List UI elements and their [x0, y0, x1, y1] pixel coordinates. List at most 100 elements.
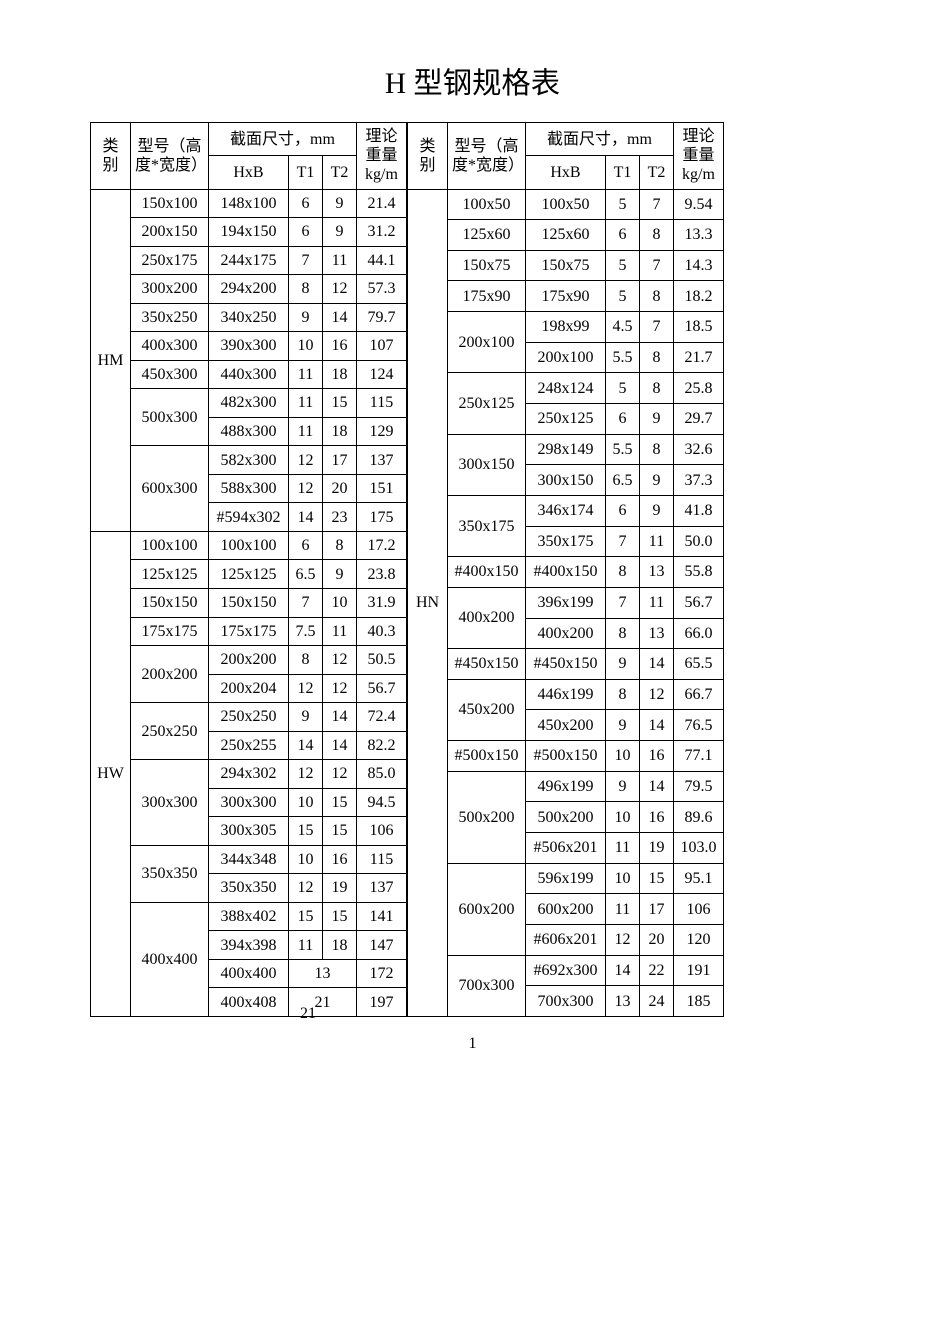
- weight-cell: 56.7: [357, 674, 407, 703]
- t1-cell: 12: [606, 924, 640, 955]
- t2-cell: 8: [640, 373, 674, 404]
- weight-cell: 23.8: [357, 560, 407, 589]
- model-cell: 200x200: [131, 646, 209, 703]
- model-cell: 600x200: [448, 863, 526, 955]
- hxb-cell: 350x350: [209, 874, 289, 903]
- t1-cell: 12: [289, 874, 323, 903]
- weight-cell: 32.6: [674, 434, 724, 465]
- t1-cell: 11: [289, 389, 323, 418]
- weight-cell: 79.7: [357, 303, 407, 332]
- category-cell: HN: [408, 189, 448, 1017]
- weight-cell: 107: [357, 332, 407, 361]
- t2-cell: 17: [640, 894, 674, 925]
- model-cell: #500x150: [448, 741, 526, 772]
- hxb-cell: 450x200: [526, 710, 606, 741]
- t2-cell: 9: [640, 404, 674, 435]
- hxb-cell: 298x149: [526, 434, 606, 465]
- t1-cell: 15: [289, 902, 323, 931]
- hxb-cell: 150x75: [526, 250, 606, 281]
- weight-cell: 137: [357, 446, 407, 475]
- hxb-cell: 400x408: [209, 988, 289, 1017]
- weight-cell: 175: [357, 503, 407, 532]
- hxb-cell: #400x150: [526, 557, 606, 588]
- t2-cell: 12: [323, 674, 357, 703]
- t1-cell: 9: [289, 303, 323, 332]
- model-cell: 150x75: [448, 250, 526, 281]
- model-cell: #400x150: [448, 557, 526, 588]
- t2-cell: 20: [323, 474, 357, 503]
- model-cell: 150x100: [131, 189, 209, 218]
- t2-cell: 19: [323, 874, 357, 903]
- t2-cell: 17: [323, 446, 357, 475]
- t1-cell: 7: [606, 526, 640, 557]
- t2-cell: 23: [323, 503, 357, 532]
- table-row: 200x100198x994.5718.5: [408, 312, 724, 343]
- t2-cell: 8: [640, 220, 674, 251]
- table-row: 250x250250x25091472.4: [91, 703, 407, 732]
- model-cell: 150x150: [131, 589, 209, 618]
- model-cell: 125x125: [131, 560, 209, 589]
- hxb-cell: 300x300: [209, 788, 289, 817]
- hxb-cell: 396x199: [526, 587, 606, 618]
- t1-cell: 10: [606, 741, 640, 772]
- t2-cell: 15: [323, 902, 357, 931]
- table-row: 400x200396x19971156.7: [408, 587, 724, 618]
- weight-cell: 79.5: [674, 771, 724, 802]
- weight-cell: 21.7: [674, 342, 724, 373]
- table-row: 125x125125x1256.5923.8: [91, 560, 407, 589]
- hxb-cell: #506x201: [526, 833, 606, 864]
- hxb-cell: 244x175: [209, 246, 289, 275]
- hxb-cell: 390x300: [209, 332, 289, 361]
- t1-cell: 5: [606, 250, 640, 281]
- t1-cell: 5.5: [606, 342, 640, 373]
- category-cell: HW: [91, 531, 131, 1016]
- model-cell: 300x150: [448, 434, 526, 495]
- t1-cell: 8: [289, 646, 323, 675]
- weight-cell: 44.1: [357, 246, 407, 275]
- t2-cell: 15: [323, 817, 357, 846]
- weight-cell: 141: [357, 902, 407, 931]
- table-row: 175x90175x905818.2: [408, 281, 724, 312]
- hxb-cell: 294x302: [209, 760, 289, 789]
- weight-cell: 25.8: [674, 373, 724, 404]
- weight-cell: 31.2: [357, 218, 407, 247]
- table-row: HN100x50100x50579.54: [408, 189, 724, 220]
- hxb-cell: 400x200: [526, 618, 606, 649]
- t1-cell: 7.5: [289, 617, 323, 646]
- t1-cell: 9: [606, 649, 640, 680]
- col-section: 截面尺寸，mm: [526, 123, 674, 156]
- table-row: 200x150194x1506931.2: [91, 218, 407, 247]
- weight-cell: 50.0: [674, 526, 724, 557]
- t1-cell: 8: [289, 275, 323, 304]
- model-cell: 350x175: [448, 495, 526, 556]
- t1-cell: 14: [289, 503, 323, 532]
- model-cell: 125x60: [448, 220, 526, 251]
- weight-cell: 124: [357, 360, 407, 389]
- page-title: H 型钢规格表: [90, 60, 855, 102]
- hxb-cell: 488x300: [209, 417, 289, 446]
- model-cell: 450x200: [448, 679, 526, 740]
- t1-cell: 11: [289, 931, 323, 960]
- weight-cell: 50.5: [357, 646, 407, 675]
- t1-cell: 8: [606, 679, 640, 710]
- t1-cell: 8: [606, 618, 640, 649]
- hxb-cell: #692x300: [526, 955, 606, 986]
- weight-cell: 129: [357, 417, 407, 446]
- table-row: 400x400388x4021515141: [91, 902, 407, 931]
- t1-cell: 10: [289, 788, 323, 817]
- t2-cell: 7: [640, 250, 674, 281]
- left-spec-table: 类别型号（高度*宽度）截面尺寸，mm理论重量kg/mHxBT1T2HM150x1…: [90, 122, 407, 1017]
- table-row: 300x300294x302121285.0: [91, 760, 407, 789]
- hxb-cell: 596x199: [526, 863, 606, 894]
- col-section: 截面尺寸，mm: [209, 123, 357, 156]
- table-row: 175x175175x1757.51140.3: [91, 617, 407, 646]
- hxb-cell: 250x125: [526, 404, 606, 435]
- hxb-cell: 175x175: [209, 617, 289, 646]
- t1-cell: 13: [289, 959, 357, 988]
- t2-cell: 8: [640, 281, 674, 312]
- t1-cell: 12: [289, 446, 323, 475]
- hxb-cell: 100x50: [526, 189, 606, 220]
- weight-cell: 191: [674, 955, 724, 986]
- hxb-cell: 200x200: [209, 646, 289, 675]
- hxb-cell: 588x300: [209, 474, 289, 503]
